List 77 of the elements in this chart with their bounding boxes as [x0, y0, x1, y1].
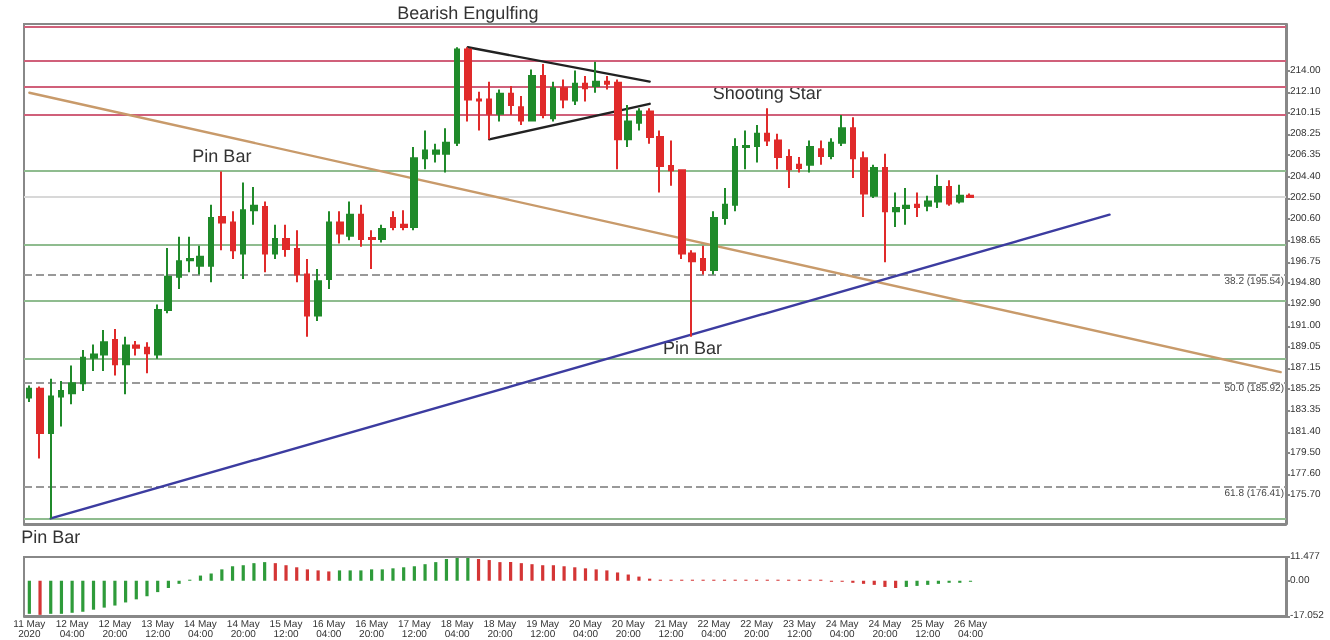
candlestick	[358, 203, 364, 248]
candlestick	[132, 340, 140, 357]
candlestick	[966, 192, 974, 200]
candlestick	[882, 152, 888, 264]
candlestick	[742, 129, 750, 171]
candlestick	[614, 78, 622, 171]
candlestick	[870, 163, 878, 200]
candlestick	[410, 146, 418, 232]
candlestick	[272, 223, 278, 261]
candlestick	[818, 139, 824, 166]
candlestick	[486, 80, 492, 141]
candlestick	[806, 139, 814, 174]
candlestick	[508, 85, 514, 116]
candlestick	[112, 327, 118, 377]
candlestick	[850, 116, 856, 180]
candlestick	[860, 150, 868, 218]
candlestick	[572, 69, 578, 106]
candlestick	[390, 210, 396, 232]
text: Pin Bar	[21, 527, 81, 547]
candlestick	[796, 156, 802, 174]
candlestick	[764, 107, 770, 147]
candlestick	[144, 341, 150, 375]
candlestick	[304, 258, 310, 338]
candlestick	[378, 223, 386, 244]
candlestick	[604, 75, 610, 91]
candlestick	[26, 384, 32, 404]
candlestick	[218, 170, 226, 252]
candlestick	[946, 179, 952, 207]
candlestick	[838, 113, 846, 147]
annotation: Pin Bar	[192, 146, 252, 167]
candlestick	[368, 229, 376, 271]
candlestick	[786, 148, 792, 190]
candlestick	[326, 210, 332, 290]
candlestick	[496, 88, 504, 123]
candlestick	[624, 103, 632, 149]
candlestick	[528, 68, 536, 123]
candlestick	[422, 129, 428, 171]
annotation: Pin Bar	[662, 337, 722, 358]
candlestick	[36, 385, 44, 460]
candlestick	[336, 210, 344, 245]
candlestick	[454, 46, 460, 147]
candlestick	[914, 191, 920, 218]
candlestick	[668, 139, 674, 187]
candlestick	[294, 229, 300, 284]
candlestick	[518, 95, 524, 126]
candlestick	[250, 185, 258, 226]
candlestick	[732, 137, 738, 213]
candlestick	[774, 132, 782, 171]
candlestick	[208, 203, 214, 284]
text: Bearish Engulfing	[397, 3, 539, 23]
candlestick	[122, 335, 130, 396]
candlestick	[636, 107, 642, 132]
candlestick	[48, 377, 54, 520]
candlestick	[262, 200, 268, 274]
candlestick	[956, 183, 964, 205]
candlestick	[560, 78, 568, 110]
candlestick	[346, 200, 354, 242]
candlestick	[240, 181, 246, 280]
candlestick	[58, 379, 64, 428]
candlestick	[314, 268, 322, 323]
candlestick	[400, 209, 408, 232]
candlestick	[282, 223, 290, 258]
candlestick	[828, 137, 834, 161]
candlestick	[710, 210, 718, 276]
candlestick	[722, 187, 728, 226]
candlestick	[476, 90, 482, 132]
candlestick	[582, 75, 588, 103]
candlestick	[592, 60, 600, 94]
candlestick	[230, 210, 236, 261]
candlestick	[176, 235, 182, 290]
candlestick	[464, 46, 472, 123]
candlestick	[700, 244, 706, 276]
candlestick	[550, 80, 556, 123]
candlestick	[754, 123, 760, 164]
candlestick	[68, 364, 76, 406]
candlestick	[80, 348, 86, 392]
candlestick	[540, 62, 546, 120]
